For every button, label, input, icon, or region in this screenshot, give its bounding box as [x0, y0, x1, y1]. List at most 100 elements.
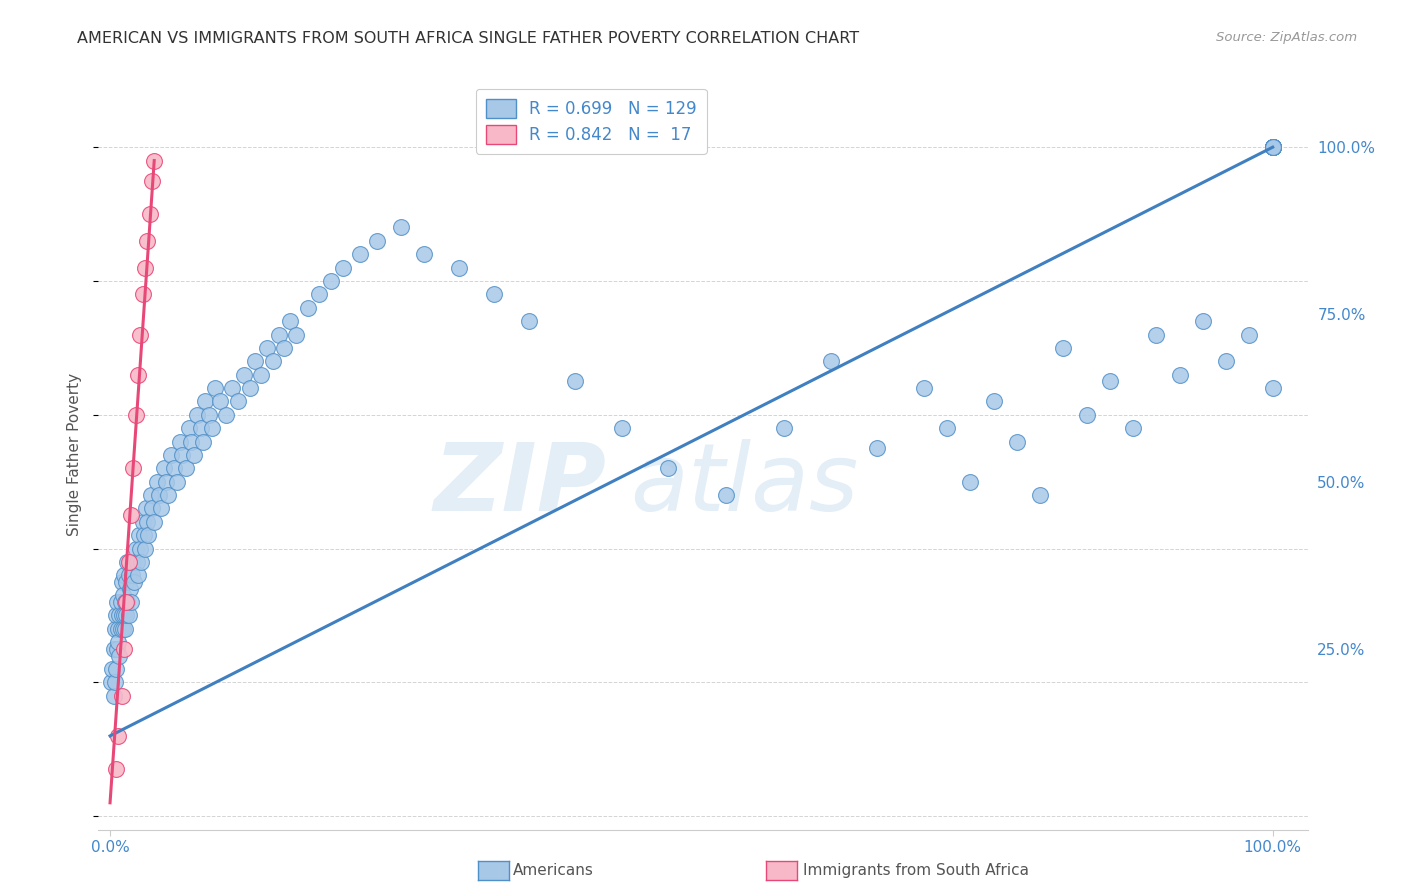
Point — [190, 421, 212, 435]
Point — [141, 501, 163, 516]
Point — [128, 528, 150, 542]
Point — [447, 260, 470, 275]
Point — [107, 635, 129, 649]
Point — [232, 368, 254, 382]
Point — [959, 475, 981, 489]
Point — [135, 501, 157, 516]
Point — [122, 461, 145, 475]
Point — [657, 461, 679, 475]
Point — [118, 568, 141, 582]
Point — [122, 555, 145, 569]
Point — [332, 260, 354, 275]
Point — [132, 528, 155, 542]
Point — [912, 381, 935, 395]
Point — [111, 689, 134, 703]
Point — [267, 327, 290, 342]
Point — [366, 234, 388, 248]
Point — [105, 642, 128, 657]
Point — [155, 475, 177, 489]
Point — [104, 662, 127, 676]
Point — [115, 575, 138, 590]
Point — [179, 421, 201, 435]
Point — [1261, 140, 1284, 154]
Point — [198, 408, 221, 422]
Point — [1076, 408, 1098, 422]
Point — [111, 575, 134, 590]
Point — [112, 608, 135, 623]
Point — [482, 287, 505, 301]
Point — [1239, 327, 1261, 342]
Point — [117, 555, 139, 569]
Point — [1261, 140, 1284, 154]
Point — [716, 488, 738, 502]
Point — [108, 608, 131, 623]
Point — [1029, 488, 1052, 502]
Text: AMERICAN VS IMMIGRANTS FROM SOUTH AFRICA SINGLE FATHER POVERTY CORRELATION CHART: AMERICAN VS IMMIGRANTS FROM SOUTH AFRICA… — [77, 31, 859, 46]
Point — [319, 274, 342, 288]
Point — [186, 408, 208, 422]
Point — [1261, 140, 1284, 154]
Point — [1261, 381, 1284, 395]
Point — [108, 648, 131, 663]
Point — [983, 394, 1005, 409]
Point — [1261, 140, 1284, 154]
Point — [103, 689, 125, 703]
Point — [104, 762, 127, 776]
Point — [120, 595, 142, 609]
Point — [1122, 421, 1144, 435]
Point — [250, 368, 273, 382]
Point — [1005, 434, 1028, 449]
Point — [204, 381, 226, 395]
Point — [138, 528, 160, 542]
Point — [127, 568, 149, 582]
Point — [134, 260, 156, 275]
Legend: R = 0.699   N = 129, R = 0.842   N =  17: R = 0.699 N = 129, R = 0.842 N = 17 — [475, 88, 706, 153]
Point — [152, 461, 174, 475]
Point — [112, 642, 135, 657]
Point — [1261, 140, 1284, 154]
Point — [157, 488, 180, 502]
Point — [1215, 354, 1237, 368]
Point — [107, 729, 129, 743]
Point — [773, 421, 796, 435]
Point — [169, 434, 191, 449]
Point — [139, 488, 162, 502]
Point — [125, 555, 148, 569]
Point — [256, 341, 278, 355]
Point — [245, 354, 267, 368]
Point — [221, 381, 243, 395]
Point — [517, 314, 540, 328]
Point — [215, 408, 238, 422]
Point — [136, 515, 159, 529]
Point — [121, 568, 143, 582]
Point — [115, 595, 138, 609]
Point — [1052, 341, 1074, 355]
Point — [110, 622, 132, 636]
Point — [131, 555, 153, 569]
Point — [297, 301, 319, 315]
Point — [866, 442, 889, 455]
Point — [163, 461, 186, 475]
Point — [104, 622, 127, 636]
Point — [143, 153, 166, 168]
Point — [278, 314, 301, 328]
Point — [131, 515, 153, 529]
Point — [226, 394, 249, 409]
Point — [134, 541, 156, 556]
Point — [129, 327, 152, 342]
Point — [114, 622, 136, 636]
Point — [239, 381, 262, 395]
Point — [180, 434, 202, 449]
Point — [1261, 140, 1284, 154]
Point — [118, 608, 141, 623]
Point — [131, 287, 153, 301]
Point — [273, 341, 295, 355]
Point — [101, 662, 124, 676]
Point — [1261, 140, 1284, 154]
Text: Americans: Americans — [513, 863, 595, 878]
Point — [138, 207, 160, 221]
Point — [110, 595, 132, 609]
Point — [145, 475, 167, 489]
Point — [1261, 140, 1284, 154]
Point — [820, 354, 842, 368]
